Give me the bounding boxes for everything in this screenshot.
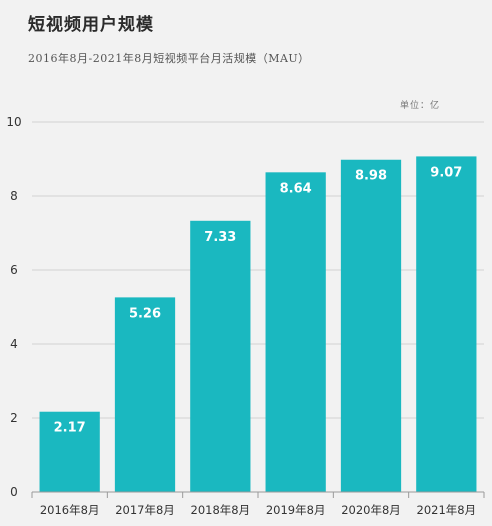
x-tick-label: 2018年8月 (191, 503, 251, 517)
x-tick-label: 2019年8月 (266, 503, 326, 517)
data-label: 5.26 (129, 306, 161, 321)
chart-subtitle: 2016年8月-2021年8月短视频平台月活规模（MAU） (28, 52, 310, 65)
data-label: 9.07 (430, 165, 462, 180)
x-tick-label: 2016年8月 (40, 503, 100, 517)
y-tick-label: 6 (10, 263, 18, 277)
y-tick-label: 10 (6, 115, 21, 129)
chart-title: 短视频用户规模 (28, 15, 154, 35)
bar (39, 411, 100, 492)
data-label: 8.64 (280, 181, 312, 196)
bar (190, 220, 251, 493)
bar (265, 172, 326, 492)
bar (416, 156, 477, 492)
bar (340, 159, 402, 493)
bar (114, 297, 176, 492)
y-tick-label: 8 (10, 189, 18, 203)
data-label: 7.33 (204, 230, 236, 245)
y-tick-label: 4 (10, 337, 18, 351)
data-label: 2.17 (54, 421, 86, 436)
y-tick-label: 0 (10, 485, 18, 499)
data-label: 8.98 (355, 169, 387, 184)
x-tick-label: 2017年8月 (115, 503, 175, 517)
y-tick-label: 2 (10, 411, 18, 425)
x-tick-label: 2020年8月 (341, 503, 401, 517)
unit-label: 单位：亿 (399, 101, 440, 111)
x-tick-label: 2021年8月 (417, 503, 477, 517)
